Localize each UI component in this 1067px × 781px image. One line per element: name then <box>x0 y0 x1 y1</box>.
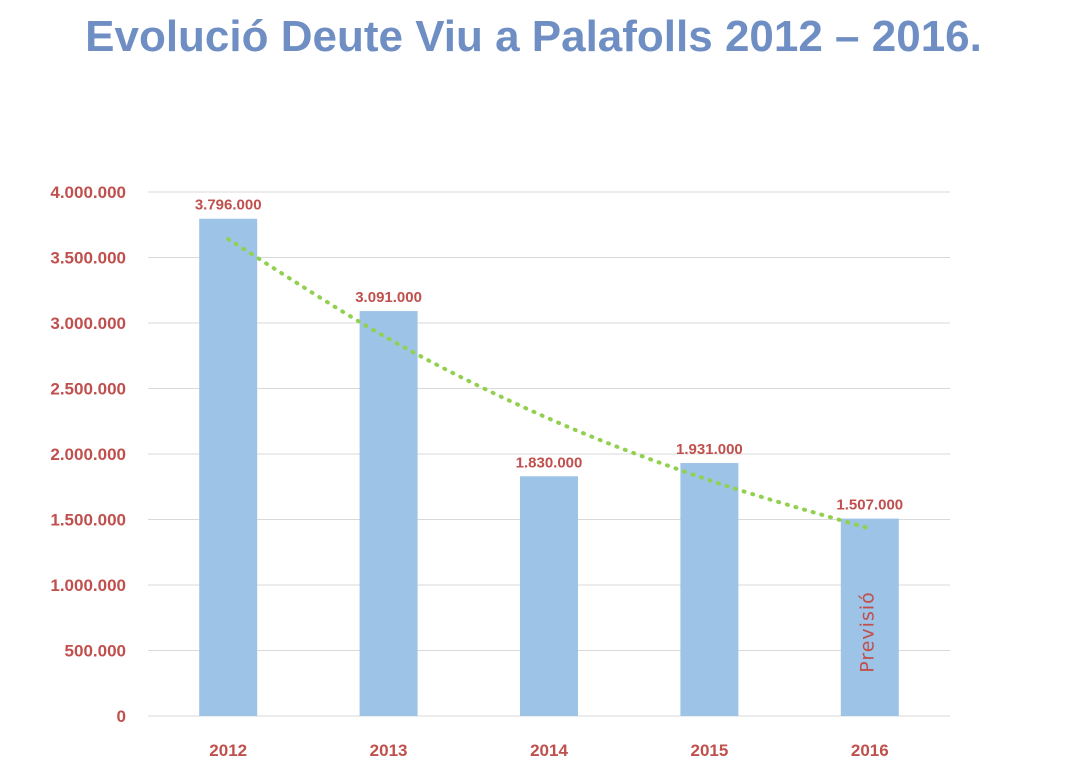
bars <box>199 218 899 716</box>
trendline-path <box>226 237 872 531</box>
y-tick-label: 1.500.000 <box>50 511 126 530</box>
data-label: 3.796.000 <box>195 197 262 214</box>
y-tick-label: 3.500.000 <box>50 249 126 268</box>
y-tick-label: 500.000 <box>65 642 126 661</box>
y-tick-label: 2.500.000 <box>50 380 126 399</box>
x-tick-label: 2012 <box>209 741 247 760</box>
y-tick-label: 3.000.000 <box>50 314 126 333</box>
bar-2015 <box>680 463 739 716</box>
data-label: 1.507.000 <box>836 497 903 514</box>
data-label: 1.830.000 <box>516 454 583 471</box>
labels: 0 500.000 1.000.000 1.500.000 2.000.000 2.500… <box>50 183 903 760</box>
x-tick-label: 2015 <box>690 741 728 760</box>
bar-2014 <box>520 476 578 716</box>
chart-title: Evolució Deute Viu a Palafolls 2012 – 20… <box>85 12 982 61</box>
trendline <box>226 237 872 531</box>
y-tick-label: 4.000.000 <box>50 183 126 202</box>
y-tick-label: 0 <box>117 707 126 726</box>
bar-2012 <box>199 218 258 716</box>
forecast-annotation: Previsió <box>856 591 878 673</box>
data-label: 1.931.000 <box>676 441 743 458</box>
bar-2013 <box>359 311 418 716</box>
x-tick-label: 2014 <box>530 741 568 760</box>
bar-2016 <box>840 518 899 716</box>
y-tick-label: 1.000.000 <box>50 576 126 595</box>
x-tick-label: 2016 <box>851 741 889 760</box>
data-label: 3.091.000 <box>355 289 422 306</box>
x-tick-label: 2013 <box>370 741 408 760</box>
y-tick-label: 2.000.000 <box>50 445 126 464</box>
